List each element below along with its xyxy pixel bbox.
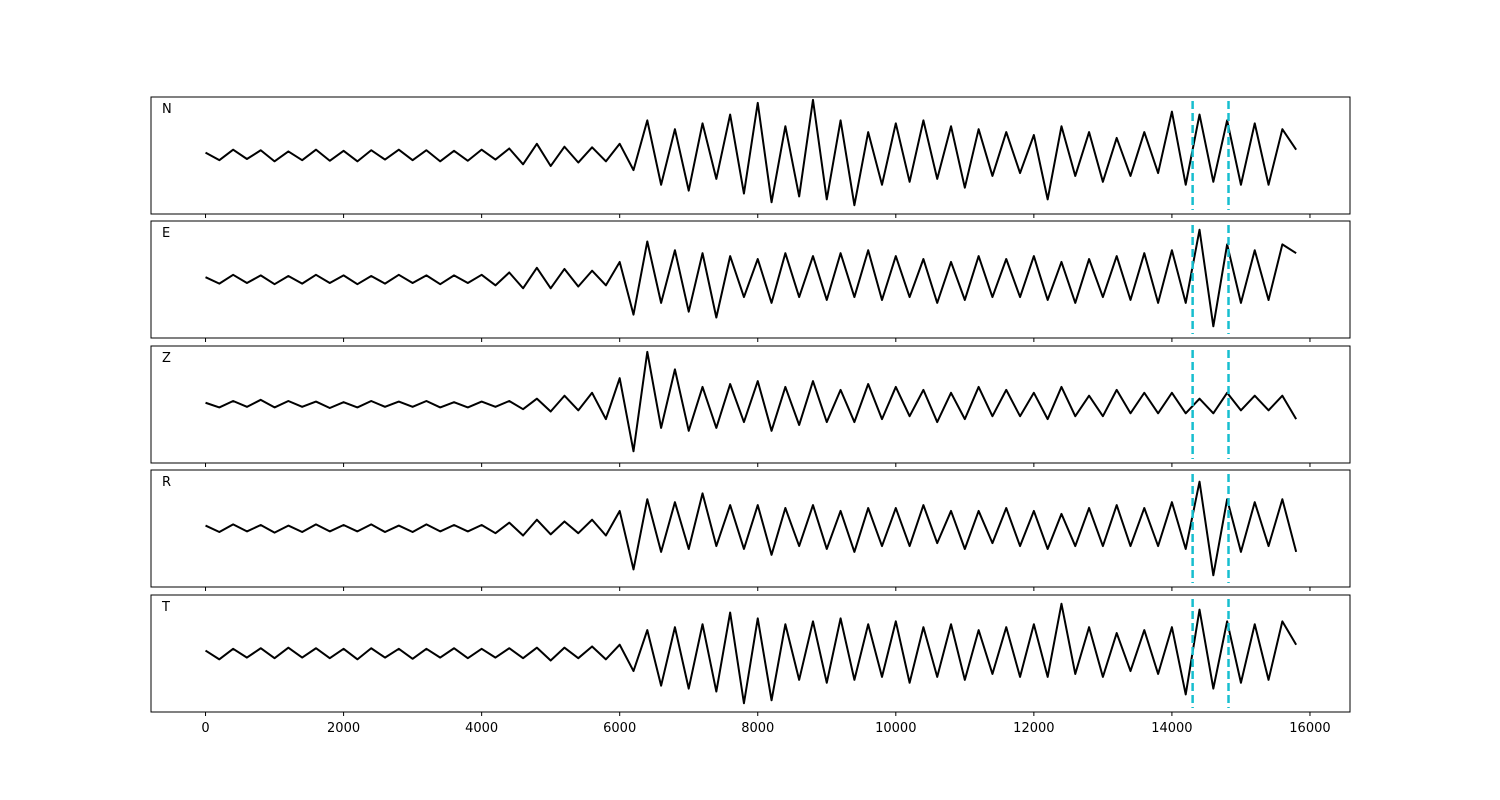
trace — [205, 98, 1297, 207]
trace — [205, 350, 1298, 453]
x-tick-label: 2000 — [327, 721, 360, 736]
panel-label: T — [161, 600, 170, 615]
x-tick-label: 0 — [201, 721, 209, 736]
x-tick-label: 12000 — [1013, 721, 1054, 736]
panel-label: Z — [162, 351, 171, 366]
panel-frame — [150, 345, 1351, 464]
x-tick-label: 4000 — [465, 721, 498, 736]
panel-frame — [150, 96, 1351, 215]
panel-label: N — [162, 102, 172, 117]
trace — [204, 602, 1298, 705]
x-tick-label: 6000 — [603, 721, 636, 736]
trace — [205, 228, 1297, 328]
trace — [205, 480, 1298, 577]
x-tick-label: 14000 — [1151, 721, 1192, 736]
panel-frame — [150, 594, 1351, 713]
panel-frame — [150, 220, 1351, 339]
panel-frame — [150, 469, 1351, 588]
x-tick-label: 16000 — [1289, 721, 1330, 736]
panel-label: E — [162, 226, 170, 241]
panel-label: R — [162, 475, 171, 490]
x-tick-label: 8000 — [741, 721, 774, 736]
x-tick-label: 10000 — [875, 721, 916, 736]
